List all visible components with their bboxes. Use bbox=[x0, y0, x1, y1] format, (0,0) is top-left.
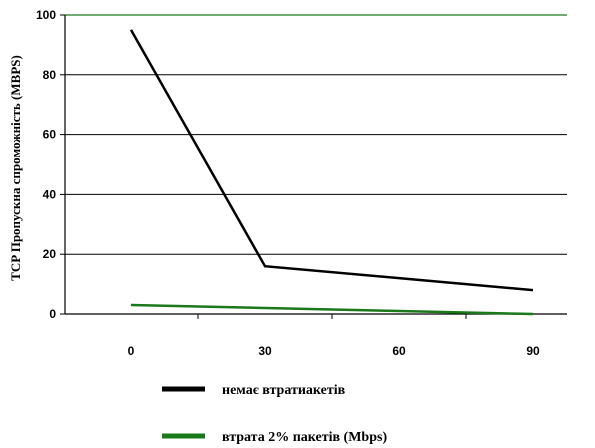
x-tick-label: 30 bbox=[258, 344, 272, 358]
y-tick-label: 100 bbox=[36, 8, 56, 22]
y-tick-labels: 0 20 40 60 80 100 bbox=[36, 8, 56, 321]
series-line-2 bbox=[130, 303, 534, 316]
x-tick-label: 90 bbox=[526, 344, 540, 358]
y-axis-title: TCP Пропускна спроможність (MBPS) bbox=[8, 55, 23, 281]
y-tick-label: 20 bbox=[43, 247, 57, 261]
y-tick-label: 80 bbox=[43, 68, 57, 82]
series-lines bbox=[129, 29, 534, 316]
y-tick-label: 60 bbox=[43, 128, 57, 142]
legend: немає втратиакетів втрата 2% пакетів (Mbp… bbox=[162, 383, 387, 445]
axes bbox=[60, 14, 567, 319]
x-tick-label: 0 bbox=[128, 344, 135, 358]
legend-label-2: втрата 2% пакетів (Mbps) bbox=[222, 430, 387, 445]
gridlines bbox=[65, 14, 567, 255]
y-tick-label: 0 bbox=[49, 307, 56, 321]
x-tick-labels: 0 30 60 90 bbox=[128, 344, 540, 358]
y-tick-label: 40 bbox=[43, 187, 57, 201]
x-tick-label: 60 bbox=[392, 344, 406, 358]
series-line-1 bbox=[129, 29, 534, 292]
legend-label-1: немає втратиакетів bbox=[222, 383, 346, 398]
